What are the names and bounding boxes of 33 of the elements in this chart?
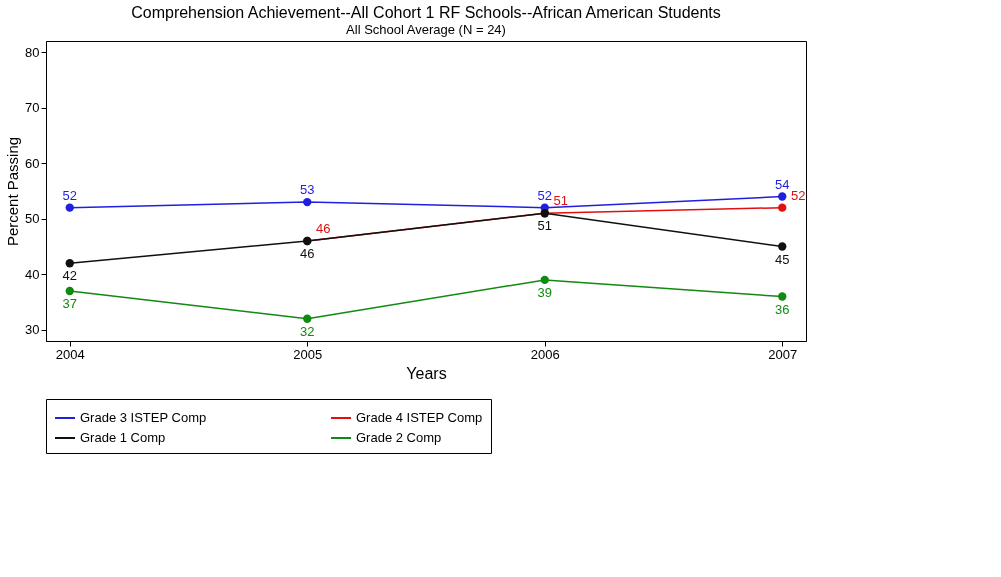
data-label: 54 bbox=[775, 176, 790, 192]
x-axis-title: Years bbox=[406, 364, 447, 382]
data-label: 42 bbox=[62, 268, 77, 284]
legend-label: Grade 2 Comp bbox=[356, 430, 442, 445]
data-label: 52 bbox=[791, 187, 806, 203]
chart-title: Comprehension Achievement--All Cohort 1 RF Schools--African American Students bbox=[131, 4, 721, 21]
data-label: 37 bbox=[62, 296, 77, 311]
x-tick-label: 2005 bbox=[293, 346, 323, 362]
legend-label: Grade 3 ISTEP Comp bbox=[80, 410, 207, 425]
legend-label: Grade 4 ISTEP Comp bbox=[356, 410, 483, 425]
data-label: 46 bbox=[300, 246, 315, 261]
data-label: 39 bbox=[537, 284, 552, 300]
y-tick-label: 30 bbox=[25, 322, 40, 338]
y-axis-title: Percent Passing bbox=[4, 136, 22, 247]
data-label: 51 bbox=[553, 193, 568, 209]
data-label: 51 bbox=[537, 218, 552, 234]
legend-label: Grade 1 Comp bbox=[80, 430, 166, 445]
data-label: 53 bbox=[300, 182, 315, 198]
data-label: 52 bbox=[62, 187, 77, 203]
data-label: 45 bbox=[775, 251, 790, 267]
y-tick-label: 70 bbox=[25, 100, 40, 116]
y-tick-label: 50 bbox=[25, 211, 40, 227]
text: All School Average (N = 24) bbox=[346, 22, 506, 37]
data-label: 46 bbox=[316, 221, 331, 236]
data-label: 36 bbox=[775, 301, 790, 317]
x-tick-label: 2004 bbox=[55, 346, 85, 362]
x-tick-label: 2006 bbox=[530, 346, 560, 362]
data-label: 32 bbox=[300, 323, 315, 339]
data-label: 52 bbox=[537, 187, 552, 203]
x-tick-label: 2007 bbox=[768, 346, 798, 362]
y-tick-label: 60 bbox=[25, 155, 40, 171]
y-tick-label: 40 bbox=[25, 266, 40, 282]
y-tick-label: 80 bbox=[25, 44, 40, 60]
